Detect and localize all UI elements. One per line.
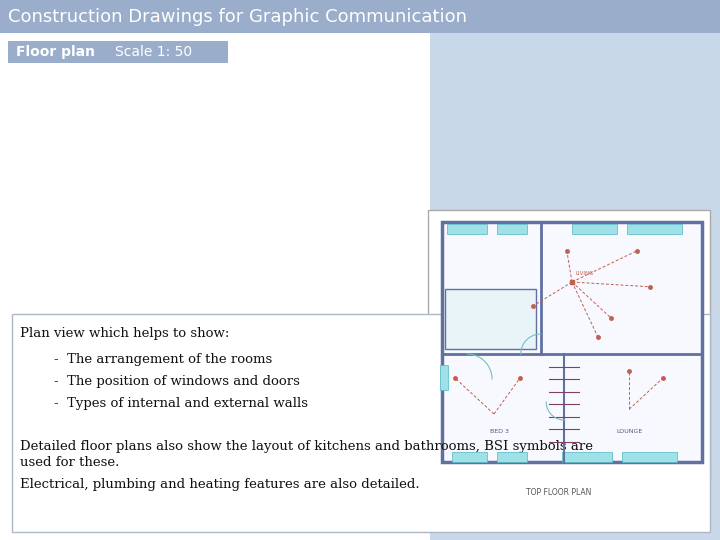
- Bar: [428, 210, 710, 480]
- Bar: [8, 41, 228, 63]
- Bar: [440, 365, 448, 390]
- Bar: [442, 222, 702, 462]
- Text: used for these.: used for these.: [20, 456, 120, 469]
- Text: Construction Drawings for Graphic Communication: Construction Drawings for Graphic Commun…: [8, 8, 467, 25]
- Bar: [12, 314, 710, 532]
- Text: Plan view which helps to show:: Plan view which helps to show:: [20, 327, 230, 341]
- Bar: [445, 289, 536, 349]
- Text: TOP FLOOR PLAN: TOP FLOOR PLAN: [526, 488, 592, 497]
- Bar: [562, 452, 612, 462]
- Text: LIVING: LIVING: [576, 271, 594, 276]
- Text: Floor plan: Floor plan: [16, 45, 95, 59]
- Bar: [0, 0, 720, 33]
- Bar: [622, 452, 677, 462]
- Bar: [572, 224, 617, 234]
- Text: -  The position of windows and doors: - The position of windows and doors: [54, 375, 300, 388]
- Text: -  Types of internal and external walls: - Types of internal and external walls: [54, 397, 308, 410]
- Bar: [497, 452, 527, 462]
- Text: BED 3: BED 3: [490, 429, 509, 434]
- Bar: [447, 224, 487, 234]
- Bar: [627, 224, 682, 234]
- Bar: [497, 224, 527, 234]
- Text: -  The arrangement of the rooms: - The arrangement of the rooms: [54, 354, 272, 367]
- Bar: [452, 452, 487, 462]
- Text: Detailed floor plans also show the layout of kitchens and bathrooms, BSI symbols: Detailed floor plans also show the layou…: [20, 440, 593, 453]
- Text: Electrical, plumbing and heating features are also detailed.: Electrical, plumbing and heating feature…: [20, 478, 420, 491]
- Bar: [0, 33, 430, 540]
- Text: Scale 1: 50: Scale 1: 50: [115, 45, 192, 59]
- Text: LOUNGE: LOUNGE: [616, 429, 642, 434]
